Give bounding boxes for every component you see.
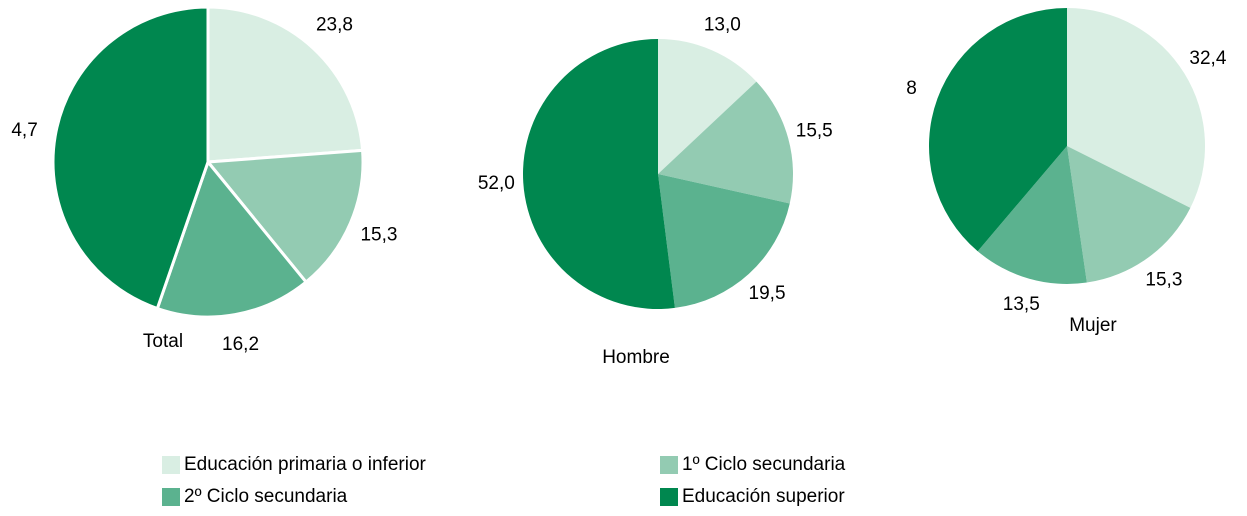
data-label: 4,7 <box>11 120 37 141</box>
pie-slice <box>206 5 365 164</box>
data-label: 16,2 <box>222 334 259 355</box>
data-label: 15,5 <box>796 120 833 141</box>
pie-slice <box>977 146 1087 284</box>
data-label: 15,3 <box>360 224 397 245</box>
data-label: 32,4 <box>1189 48 1226 69</box>
data-label: 13,5 <box>1003 294 1040 315</box>
pie-title: Mujer <box>1069 315 1117 336</box>
pie-slice <box>1067 146 1191 283</box>
data-label: 15,3 <box>1145 269 1182 290</box>
pie-slice <box>155 158 309 319</box>
legend-label: Educación primaria o inferior <box>184 454 427 475</box>
pie-slice <box>1067 8 1205 208</box>
pie-title: Hombre <box>602 347 670 368</box>
data-label: 23,8 <box>316 15 353 36</box>
pie-slice <box>522 39 675 309</box>
pie-title: Total <box>143 331 183 352</box>
pie-slice <box>51 5 210 311</box>
pie-slice <box>658 39 757 174</box>
legend-swatch <box>162 488 180 506</box>
legend-swatch <box>162 456 180 474</box>
legend-swatch <box>660 488 678 506</box>
legend-label: 2º Ciclo secundaria <box>184 486 348 507</box>
legend-swatch <box>660 456 678 474</box>
legend-label: 1º Ciclo secundaria <box>682 454 846 475</box>
pie-slice <box>929 8 1067 252</box>
pie-slice <box>658 174 790 308</box>
data-label: 52,0 <box>478 173 515 194</box>
pie-slice <box>658 81 793 204</box>
data-label: 8 <box>906 78 917 99</box>
pie-slice <box>205 148 365 285</box>
data-label: 19,5 <box>749 283 786 304</box>
legend-label: Educación superior <box>682 486 845 507</box>
data-label: 13,0 <box>704 14 741 35</box>
